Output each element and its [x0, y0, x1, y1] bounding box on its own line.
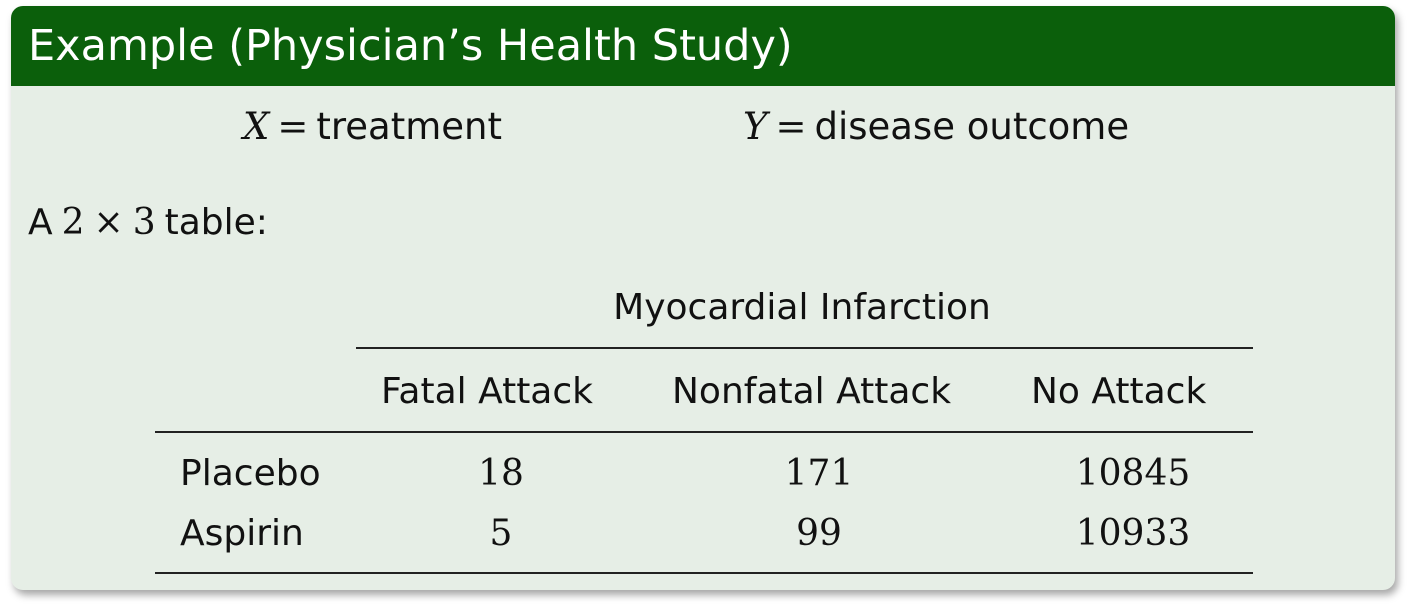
bottom-rule [155, 572, 1253, 574]
definition-x: X = treatment [243, 102, 502, 153]
table-intro-suffix: table: [164, 202, 268, 243]
cell-placebo-nonfatal: 171 [784, 453, 854, 494]
definition-y-meaning: disease outcome [814, 105, 1130, 148]
definition-x-meaning: treatment [316, 105, 502, 148]
table-intro: A 2 × 3 table: [28, 197, 268, 248]
row-label-aspirin: Aspirin [180, 513, 304, 554]
header-rule [155, 431, 1253, 433]
definition-x-operator: = [277, 105, 309, 148]
cell-placebo-fatal: 18 [478, 453, 524, 494]
table-intro-cols: 3 [132, 202, 156, 243]
table-intro-prefix: A [28, 202, 53, 243]
definition-y: Y = disease outcome [743, 102, 1129, 153]
spanning-header-rule [356, 347, 1253, 349]
table-spanning-header: Myocardial Infarction [613, 287, 991, 328]
cell-placebo-no-attack: 10845 [1075, 453, 1191, 494]
cell-aspirin-no-attack: 10933 [1075, 513, 1191, 554]
definition-y-operator: = [775, 105, 807, 148]
column-header-fatal-attack: Fatal Attack [381, 371, 594, 412]
column-header-no-attack: No Attack [1031, 371, 1207, 412]
row-label-placebo: Placebo [180, 453, 321, 494]
definition-x-variable: X [243, 105, 270, 148]
definition-y-variable: Y [743, 105, 768, 148]
table-intro-times: × [93, 202, 124, 243]
column-header-nonfatal-attack: Nonfatal Attack [672, 371, 952, 412]
block-title: Example (Physician’s Health Study) [11, 6, 1395, 86]
cell-aspirin-fatal: 5 [489, 513, 513, 554]
example-block: Example (Physician’s Health Study) X = tre… [11, 6, 1395, 590]
cell-aspirin-nonfatal: 99 [796, 513, 842, 554]
table-intro-rows: 2 [61, 202, 85, 243]
